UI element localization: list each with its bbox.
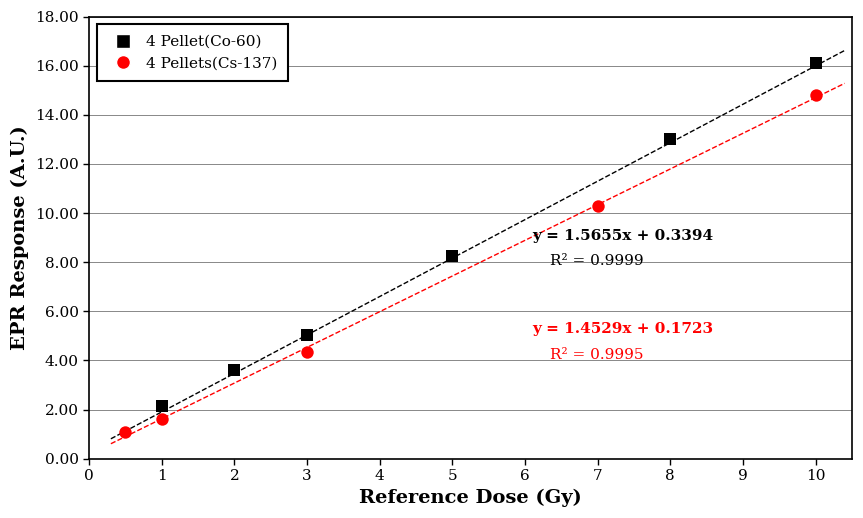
Point [300,330,314,339]
Point [664,135,677,143]
Point [809,59,822,67]
Text: y = 1.5655x + 0.3394: y = 1.5655x + 0.3394 [532,228,714,242]
Text: R² = 0.9995: R² = 0.9995 [551,348,644,362]
Point [154,402,168,410]
Point [154,415,168,424]
X-axis label: Reference Dose (Gy): Reference Dose (Gy) [359,488,582,507]
Text: R² = 0.9999: R² = 0.9999 [551,254,644,268]
Text: y = 1.4529x + 0.1723: y = 1.4529x + 0.1723 [532,322,714,336]
Point [118,427,132,436]
Point [300,348,314,356]
Point [445,252,459,260]
Legend: 4 Pellet(Co-60), 4 Pellets(Cs-137): 4 Pellet(Co-60), 4 Pellets(Cs-137) [97,24,287,81]
Y-axis label: EPR Response (A.U.): EPR Response (A.U.) [11,125,29,350]
Point [590,202,604,210]
Point [809,91,822,99]
Point [228,366,242,375]
